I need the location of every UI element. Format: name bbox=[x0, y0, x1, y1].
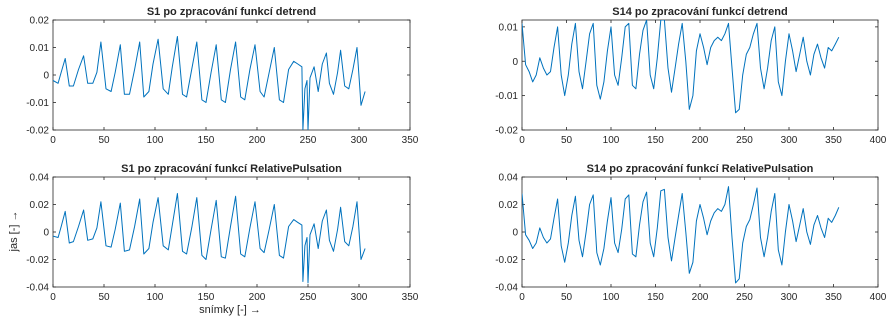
chart-title: S14 po zpracování funkcí RelativePulsati… bbox=[587, 163, 814, 175]
x-tick-label: 250 bbox=[300, 135, 317, 146]
x-tick-label: 150 bbox=[647, 135, 664, 146]
x-tick-label: 300 bbox=[781, 292, 798, 303]
x-tick-label: 350 bbox=[402, 292, 419, 303]
x-tick-label: 0 bbox=[519, 135, 525, 146]
x-tick-label: 300 bbox=[351, 292, 368, 303]
x-tick-label: 350 bbox=[825, 135, 842, 146]
x-tick-label: 250 bbox=[736, 135, 753, 146]
panel-s14-relative-pulsation: S14 po zpracování funkcí RelativePulsati… bbox=[495, 163, 887, 303]
y-tick-label: 0.02 bbox=[499, 200, 519, 211]
x-tick-label: 50 bbox=[561, 292, 573, 303]
x-tick-label: 300 bbox=[351, 135, 368, 146]
panel-s14-detrend: S14 po zpracování funkcí detrend 0 50 100 15… bbox=[495, 6, 887, 146]
x-tick-label: 100 bbox=[147, 135, 164, 146]
x-tick-label: 200 bbox=[249, 135, 266, 146]
x-tick-label: 200 bbox=[249, 292, 266, 303]
x-tick-label: 50 bbox=[98, 292, 110, 303]
y-tick-label: -0.04 bbox=[26, 283, 49, 294]
x-tick-label: 0 bbox=[50, 135, 56, 146]
y-tick-label: 0 bbox=[512, 57, 518, 68]
y-tick-label: -0.02 bbox=[26, 255, 49, 266]
x-tick-label: 50 bbox=[561, 135, 573, 146]
series-line bbox=[53, 36, 366, 130]
axes-box bbox=[52, 19, 411, 131]
y-tick-label: -0.01 bbox=[495, 91, 518, 102]
axes-box bbox=[521, 176, 879, 288]
y-tick-label: 0 bbox=[43, 71, 49, 82]
axes-box bbox=[52, 176, 411, 288]
x-tick-label: 250 bbox=[300, 292, 317, 303]
x-tick-label: 150 bbox=[198, 292, 215, 303]
y-axis-label: jas [-] → bbox=[8, 211, 20, 253]
series-line bbox=[53, 193, 366, 284]
x-tick-label: 100 bbox=[603, 135, 620, 146]
chart-title: S1 po zpracování funkcí RelativePulsatio… bbox=[121, 163, 342, 175]
x-tick-label: 200 bbox=[692, 135, 709, 146]
x-tick-label: 400 bbox=[870, 135, 887, 146]
x-tick-label: 400 bbox=[870, 292, 887, 303]
y-tick-label: -0.02 bbox=[26, 126, 49, 137]
y-tick-label: 0.04 bbox=[30, 173, 50, 184]
series-line bbox=[522, 20, 840, 114]
y-tick-label: -0.02 bbox=[495, 255, 518, 266]
series-line bbox=[522, 186, 840, 284]
x-tick-label: 200 bbox=[692, 292, 709, 303]
y-tick-label: -0.02 bbox=[495, 126, 518, 137]
x-tick-label: 50 bbox=[98, 135, 110, 146]
chart-title: S14 po zpracování funkcí detrend bbox=[612, 6, 787, 18]
x-tick-label: 100 bbox=[603, 292, 620, 303]
x-tick-label: 350 bbox=[402, 135, 419, 146]
x-tick-label: 150 bbox=[647, 292, 664, 303]
x-axis-label: snímky [-] → bbox=[199, 304, 261, 316]
y-tick-label: -0.01 bbox=[26, 98, 49, 109]
x-tick-label: 0 bbox=[50, 292, 56, 303]
axes-box bbox=[521, 19, 879, 131]
y-tick-label: 0.01 bbox=[30, 43, 50, 54]
x-tick-label: 250 bbox=[736, 292, 753, 303]
chart-title: S1 po zpracování funkcí detrend bbox=[147, 6, 316, 18]
y-tick-label: 0.04 bbox=[499, 173, 519, 184]
x-tick-label: 0 bbox=[519, 292, 525, 303]
panel-s1-relative-pulsation: S1 po zpracování funkcí RelativePulsatio… bbox=[26, 163, 419, 303]
x-tick-label: 300 bbox=[781, 135, 798, 146]
x-tick-label: 350 bbox=[825, 292, 842, 303]
y-tick-label: -0.04 bbox=[495, 283, 518, 294]
y-tick-label: 0 bbox=[43, 228, 49, 239]
x-tick-label: 150 bbox=[198, 135, 215, 146]
y-tick-label: 0 bbox=[512, 228, 518, 239]
y-tick-label: 0.02 bbox=[30, 16, 50, 27]
y-tick-label: 0.01 bbox=[499, 22, 519, 33]
y-tick-label: 0.02 bbox=[30, 200, 50, 211]
x-tick-label: 100 bbox=[147, 292, 164, 303]
panel-s1-detrend: S1 po zpracování funkcí detrend 0 50 100 150… bbox=[26, 6, 419, 146]
